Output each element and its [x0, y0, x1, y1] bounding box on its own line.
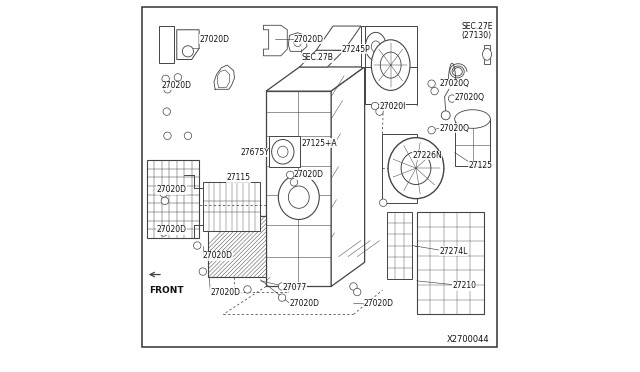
Ellipse shape: [164, 132, 172, 140]
Ellipse shape: [428, 126, 435, 134]
Ellipse shape: [428, 80, 435, 87]
Ellipse shape: [278, 294, 286, 301]
Text: 27020D: 27020D: [203, 251, 233, 260]
Text: (27130): (27130): [461, 31, 492, 40]
Ellipse shape: [289, 186, 309, 208]
Bar: [209, 216, 266, 277]
Text: 27226N: 27226N: [412, 151, 442, 160]
Polygon shape: [454, 119, 490, 166]
Ellipse shape: [353, 288, 361, 296]
Ellipse shape: [199, 268, 207, 275]
Polygon shape: [383, 134, 417, 203]
Ellipse shape: [449, 95, 456, 102]
Text: 27020D: 27020D: [289, 299, 319, 308]
Ellipse shape: [454, 110, 490, 128]
Polygon shape: [289, 33, 307, 51]
Text: 27115: 27115: [227, 173, 250, 182]
Text: 27020D: 27020D: [156, 185, 186, 194]
Ellipse shape: [380, 199, 387, 206]
Ellipse shape: [349, 283, 357, 290]
Text: 27020D: 27020D: [294, 35, 324, 44]
Ellipse shape: [380, 52, 401, 78]
Text: 27020D: 27020D: [294, 170, 324, 179]
Polygon shape: [365, 67, 417, 104]
Polygon shape: [264, 25, 287, 56]
Ellipse shape: [294, 39, 301, 46]
Polygon shape: [266, 91, 331, 286]
Text: 27020Q: 27020Q: [454, 93, 484, 102]
Ellipse shape: [193, 242, 201, 249]
Text: 27020D: 27020D: [156, 225, 186, 234]
Text: SEC.27B: SEC.27B: [301, 53, 333, 62]
Text: X2700044: X2700044: [447, 335, 490, 344]
Polygon shape: [177, 30, 199, 60]
Ellipse shape: [371, 40, 410, 90]
Polygon shape: [365, 26, 417, 104]
Text: 27020Q: 27020Q: [439, 79, 469, 88]
Text: 27274L: 27274L: [439, 247, 467, 256]
Ellipse shape: [388, 138, 444, 199]
Polygon shape: [387, 212, 412, 279]
Polygon shape: [331, 67, 365, 286]
Ellipse shape: [182, 46, 193, 57]
Ellipse shape: [278, 146, 288, 157]
Ellipse shape: [401, 152, 431, 185]
Text: 27020D: 27020D: [211, 288, 240, 296]
Ellipse shape: [184, 132, 191, 140]
Polygon shape: [159, 26, 174, 63]
Text: 27020D: 27020D: [364, 299, 394, 308]
Text: 27245P: 27245P: [342, 45, 371, 54]
Text: 27210: 27210: [452, 281, 476, 290]
Ellipse shape: [365, 32, 386, 61]
Ellipse shape: [371, 102, 379, 110]
Ellipse shape: [271, 140, 294, 164]
Ellipse shape: [291, 179, 298, 186]
Bar: [203, 182, 260, 231]
Ellipse shape: [161, 197, 168, 205]
Text: 27077: 27077: [282, 283, 307, 292]
Ellipse shape: [287, 171, 294, 179]
Text: SEC.27E: SEC.27E: [461, 22, 493, 31]
Ellipse shape: [278, 283, 286, 290]
Text: 27020D: 27020D: [161, 81, 191, 90]
Ellipse shape: [164, 86, 172, 93]
Polygon shape: [484, 45, 490, 64]
Polygon shape: [361, 26, 390, 67]
Text: 27125+A: 27125+A: [301, 139, 337, 148]
Polygon shape: [266, 67, 365, 91]
Ellipse shape: [431, 87, 438, 95]
Ellipse shape: [441, 111, 450, 120]
Ellipse shape: [278, 175, 319, 219]
Ellipse shape: [163, 108, 170, 115]
Ellipse shape: [244, 286, 251, 293]
Polygon shape: [300, 50, 344, 67]
Polygon shape: [417, 212, 484, 314]
Text: 27675Y: 27675Y: [240, 148, 269, 157]
Text: 27020D: 27020D: [199, 35, 229, 44]
Ellipse shape: [174, 74, 182, 81]
Ellipse shape: [371, 41, 380, 52]
Ellipse shape: [483, 48, 492, 60]
Bar: [147, 160, 199, 238]
Ellipse shape: [162, 75, 170, 83]
Ellipse shape: [376, 108, 383, 115]
Polygon shape: [269, 136, 300, 167]
Polygon shape: [316, 26, 361, 50]
Text: 27020I: 27020I: [380, 102, 406, 110]
Text: 27020Q: 27020Q: [439, 124, 469, 133]
Ellipse shape: [160, 190, 168, 197]
Text: 27125: 27125: [468, 161, 493, 170]
Text: FRONT: FRONT: [150, 286, 184, 295]
Ellipse shape: [160, 229, 168, 236]
